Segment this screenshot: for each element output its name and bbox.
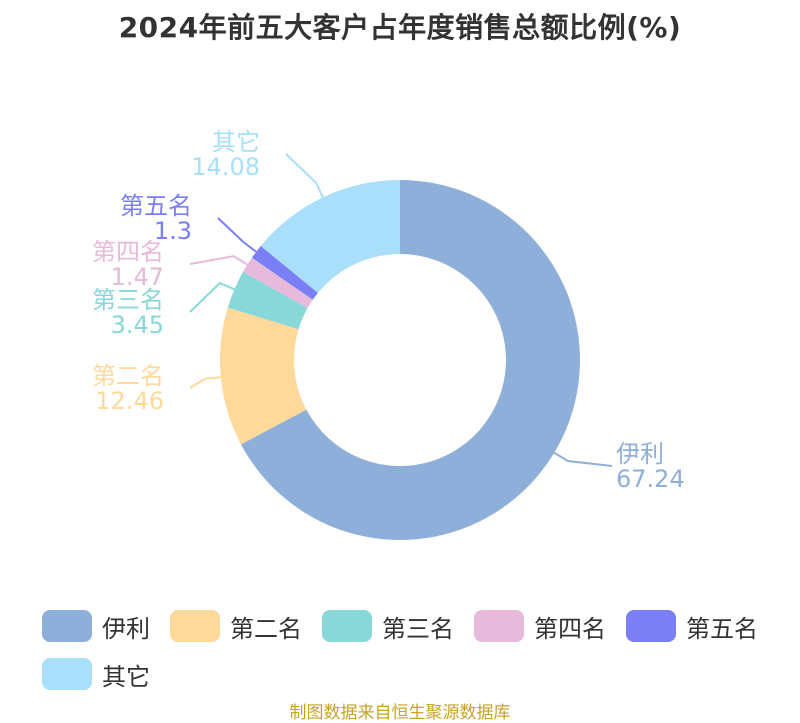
slice-value-label: 1.47: [111, 263, 164, 291]
slice-name-label: 第五名: [120, 192, 192, 220]
legend-swatch: [42, 610, 92, 642]
legend-swatch: [626, 610, 676, 642]
legend-item-fourth[interactable]: 第四名: [474, 608, 606, 644]
slice-4[interactable]: [251, 245, 318, 300]
legend-label: 其它: [102, 662, 150, 691]
legend-swatch: [322, 610, 372, 642]
legend-item-yili[interactable]: 伊利: [42, 608, 150, 644]
legend-label: 第二名: [230, 614, 302, 643]
legend-swatch: [170, 610, 220, 642]
source-note: 制图数据来自恒生聚源数据库: [289, 703, 511, 723]
slice-name-label: 第四名: [92, 238, 164, 266]
slice-name-label: 伊利: [616, 440, 664, 468]
slice-3[interactable]: [243, 257, 313, 309]
leader-line-1: [189, 376, 221, 389]
legend-item-second[interactable]: 第二名: [170, 608, 302, 644]
legend-label: 第五名: [686, 614, 758, 643]
slice-value-label: 14.08: [191, 153, 260, 181]
legend-label: 伊利: [102, 614, 150, 643]
slice-name-label: 第二名: [92, 362, 164, 390]
slices: [220, 180, 581, 540]
leader-line-5: [285, 153, 324, 198]
legend-swatch: [42, 658, 92, 690]
slice-name-label: 第三名: [92, 286, 164, 314]
legend-item-other[interactable]: 其它: [42, 656, 150, 692]
legend-item-fifth[interactable]: 第五名: [626, 608, 758, 644]
chart-title: 2024年前五大客户占年度销售总额比例(%): [118, 11, 682, 44]
slice-value-label: 1.3: [154, 217, 192, 245]
slice-0[interactable]: [240, 180, 581, 540]
slice-name-label: 其它: [212, 128, 260, 156]
legend-item-third[interactable]: 第三名: [322, 608, 454, 644]
slice-value-label: 12.46: [95, 387, 164, 415]
slice-1[interactable]: [220, 307, 307, 445]
leader-line-4: [217, 217, 257, 253]
leader-line-3: [189, 255, 248, 266]
leader-line-2: [189, 281, 235, 313]
legend-label: 第三名: [382, 614, 454, 643]
slice-5[interactable]: [260, 180, 400, 293]
legend-swatch: [474, 610, 524, 642]
legend-label: 第四名: [534, 614, 606, 643]
leader-line-0: [553, 451, 613, 467]
slice-value-label: 67.24: [616, 465, 685, 493]
slice-value-label: 3.45: [111, 311, 164, 339]
slice-2[interactable]: [227, 271, 308, 330]
